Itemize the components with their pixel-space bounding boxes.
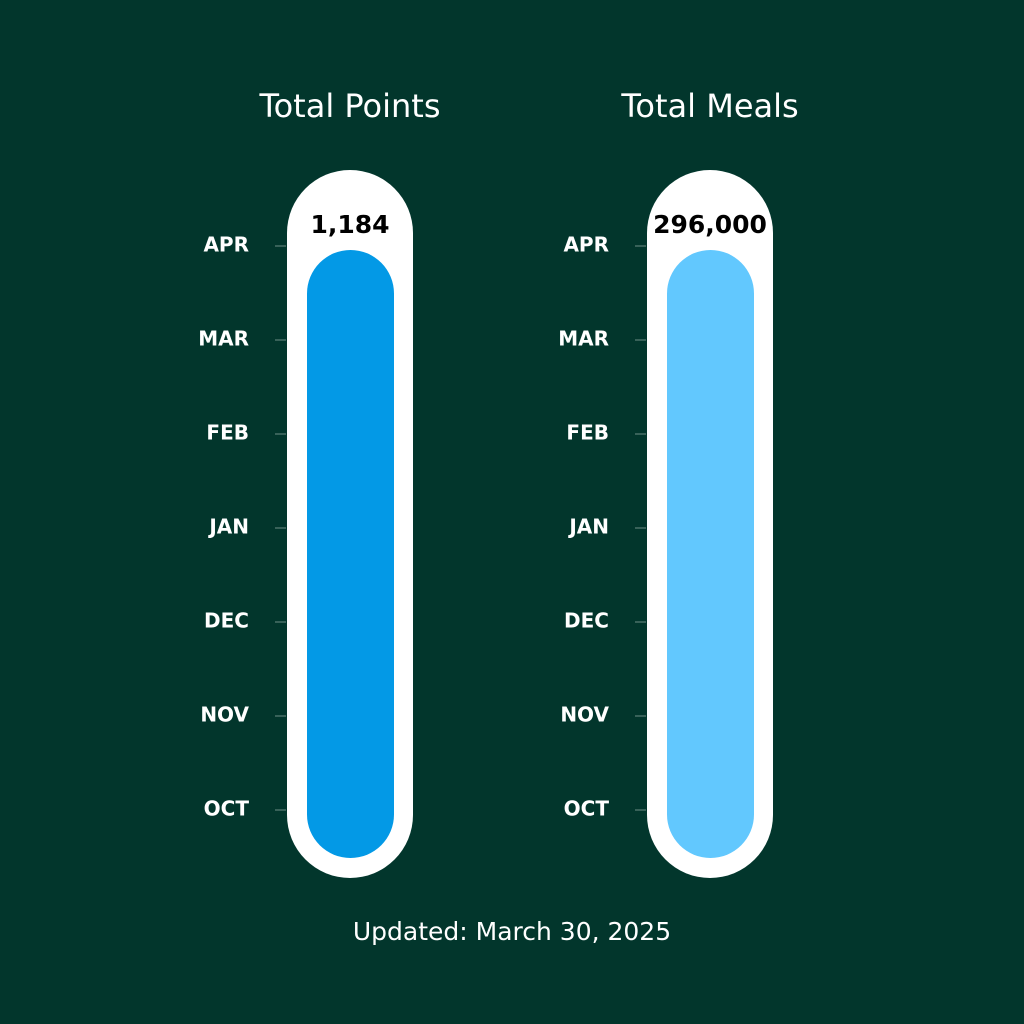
month-label: DEC <box>204 609 249 633</box>
footer: Updated: March 30, 2025 <box>353 917 671 946</box>
gauge-fill <box>307 250 394 858</box>
month-label: MAR <box>558 327 609 351</box>
month-label: APR <box>203 233 249 257</box>
month-label: DEC <box>564 609 609 633</box>
month-label: JAN <box>567 515 609 539</box>
gauge-title: Total Meals <box>620 87 798 125</box>
month-label: JAN <box>207 515 249 539</box>
gauge-fill <box>667 250 754 858</box>
month-label: NOV <box>560 703 609 727</box>
month-label: FEB <box>206 421 249 445</box>
month-label: FEB <box>566 421 609 445</box>
value-label: 1,184 <box>310 210 389 239</box>
gauge-title: Total Points <box>258 87 440 125</box>
month-label: MAR <box>198 327 249 351</box>
month-label: OCT <box>204 797 250 821</box>
month-label: APR <box>563 233 609 257</box>
month-label: NOV <box>200 703 249 727</box>
month-label: OCT <box>564 797 610 821</box>
value-label: 296,000 <box>653 210 767 239</box>
